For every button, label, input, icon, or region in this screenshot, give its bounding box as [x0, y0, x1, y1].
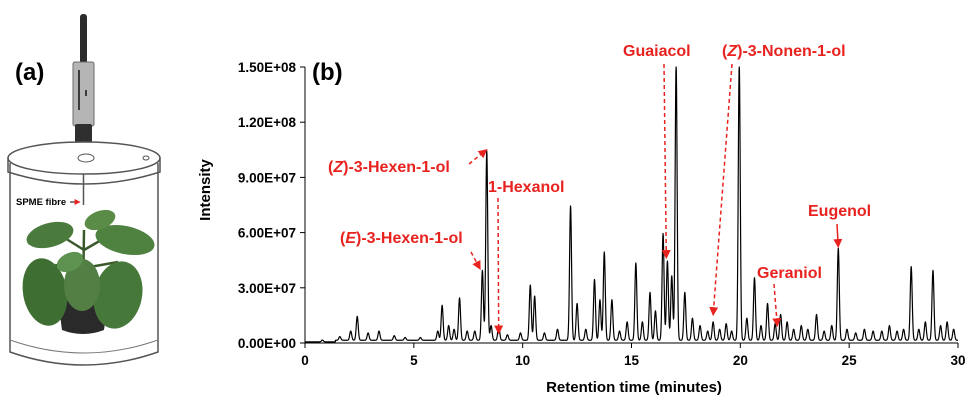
annotation-1-hexanol: 1-Hexanol	[488, 179, 564, 335]
leaf	[22, 258, 68, 326]
annotation-arrow	[772, 283, 782, 328]
y-tick-label: 3.00E+07	[238, 281, 296, 296]
annotation-arrow	[709, 63, 733, 317]
panel-a: (a) SPME fibre	[7, 14, 161, 366]
spme-device-illustration	[72, 14, 95, 205]
y-axis: 0.00E+00 3.00E+07 6.00E+07 9.00E+07 1.20E+08…	[238, 60, 306, 351]
annotation-geraniol: Geraniol	[757, 265, 822, 328]
annotation-label: Geraniol	[757, 265, 822, 282]
x-tick-label: 15	[624, 353, 640, 368]
spme-hub	[75, 124, 92, 146]
jar-body	[9, 163, 159, 366]
jar-lid-rim	[7, 158, 161, 185]
annotation-3-hexen-1-ol: (E)-3-Hexen-1-ol	[340, 230, 481, 271]
x-tick-label: 25	[842, 353, 858, 368]
chromatogram-trace	[304, 66, 959, 343]
jar-lid-top	[7, 141, 161, 175]
annotation-label: Eugenol	[808, 203, 871, 220]
annotation-3-hexen-1-ol: (Z)-3-Hexen-1-ol	[328, 149, 488, 176]
annotation-label: 1-Hexanol	[488, 179, 564, 196]
x-axis: 0 5 10 15 20 25 30	[301, 342, 966, 368]
y-tick-label: 9.00E+07	[238, 170, 296, 185]
annotation-arrow	[661, 63, 671, 260]
annotation-label: (E)-3-Hexen-1-ol	[340, 230, 463, 247]
y-tick-label: 0.00E+00	[238, 336, 296, 351]
glass-jar-illustration	[7, 141, 161, 366]
leaf	[84, 209, 116, 231]
leaf	[56, 251, 84, 273]
spme-holder-slot	[78, 70, 80, 110]
jar-lid-hole	[77, 153, 95, 163]
panel-b: (b) 0.00E+00 3.00E+07 6.00E+07 9.00E+07 1.20…	[197, 43, 966, 396]
leaf	[95, 224, 155, 256]
x-tick-label: 5	[410, 353, 418, 368]
peak-annotations: (Z)-3-Hexen-1-ol (E)-3-Hexen-1-ol 1-Hexano…	[328, 43, 871, 335]
annotation-3-nonen-1-ol: (Z)-3-Nonen-1-ol	[709, 43, 846, 317]
annotation-arrow	[494, 197, 504, 335]
panel-a-label: (a)	[15, 59, 44, 86]
leaf	[93, 261, 143, 329]
leaf	[26, 221, 74, 249]
x-tick-label: 0	[301, 353, 309, 368]
leaf	[64, 259, 100, 311]
x-axis-title: Retention time (minutes)	[546, 379, 722, 396]
spme-fibre-label: SPME fibre	[16, 197, 66, 208]
annotation-arrow	[468, 149, 488, 165]
chromatogram-chart: 0.00E+00 3.00E+07 6.00E+07 9.00E+07 1.20E+08…	[238, 43, 966, 368]
spme-holder	[72, 61, 95, 127]
y-axis-title: Intensity	[197, 159, 214, 221]
spme-plunger	[80, 14, 87, 66]
x-tick-label: 20	[733, 353, 748, 368]
x-tick-label: 10	[515, 353, 530, 368]
panel-b-label: (b)	[312, 59, 343, 86]
y-tick-label: 1.50E+08	[238, 60, 297, 75]
annotation-arrow	[833, 223, 843, 249]
annotation-label: Guaiacol	[623, 43, 691, 60]
plant-illustration	[22, 209, 155, 334]
annotation-label: (Z)-3-Nonen-1-ol	[722, 43, 846, 60]
annotation-eugenol: Eugenol	[808, 203, 871, 249]
annotation-guaiacol: Guaiacol	[623, 43, 691, 260]
y-tick-label: 1.20E+08	[238, 115, 297, 130]
annotation-arrow	[470, 251, 481, 271]
x-tick-label: 30	[950, 353, 965, 368]
annotation-label: (Z)-3-Hexen-1-ol	[328, 159, 450, 176]
y-tick-label: 6.00E+07	[238, 226, 296, 241]
